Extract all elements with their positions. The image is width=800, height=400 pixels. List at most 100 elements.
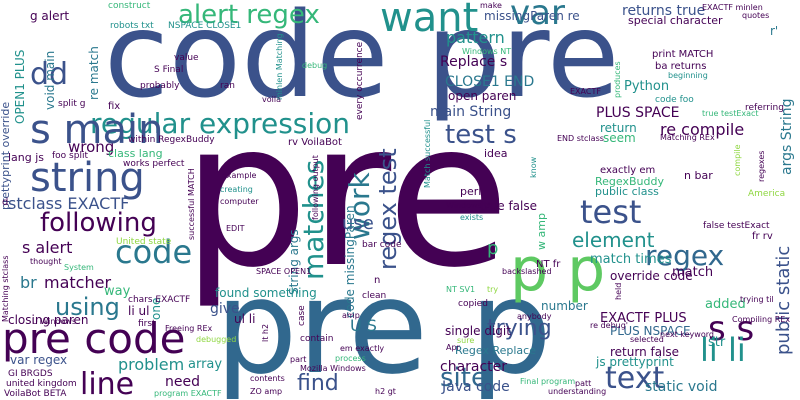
- word-voila: voila: [262, 95, 281, 104]
- word-pre-main: pre: [182, 79, 510, 312]
- word-regular-expression: regular expression: [90, 107, 351, 140]
- word-site: site: [440, 363, 487, 393]
- word-main-string: main String: [430, 104, 512, 120]
- word-contain: contain: [300, 334, 334, 344]
- word-found-something: found something: [215, 286, 317, 300]
- word-amp: amp: [342, 311, 360, 320]
- word-code-pre: code pre: [104, 0, 620, 124]
- word-public-class: public class: [595, 185, 659, 198]
- word-matching-stclass: Matching stclass: [1, 255, 10, 323]
- word-exactly-em: exactly em: [600, 165, 656, 176]
- word-produces: produces: [613, 61, 622, 98]
- word-compiling-rex: Compiling REx: [732, 315, 791, 324]
- word-open-paren: open paren: [448, 89, 517, 103]
- word-wrong: wrong: [68, 138, 115, 156]
- word-space-open1: SPACE OPEN1: [256, 267, 312, 276]
- word-bar-code: bar code: [362, 240, 402, 250]
- word-var: var: [510, 0, 565, 33]
- word-match-successful: Match successful: [423, 119, 432, 188]
- word-seem: seem: [603, 131, 636, 145]
- word-code-foo: code foo: [655, 95, 694, 105]
- word-know: know: [529, 156, 538, 178]
- word-test-s: test s: [445, 120, 517, 150]
- word-debug: debug: [302, 61, 328, 70]
- word-re-debug: re debug': [590, 321, 629, 330]
- word-s-final: S Final: [154, 65, 184, 75]
- word-var-regex: var regex: [10, 353, 68, 367]
- word-works-perfect: works perfect: [123, 159, 185, 169]
- word-contents: contents: [250, 374, 285, 383]
- word-re-compile: re compile: [660, 120, 745, 139]
- word-process: process: [335, 354, 366, 363]
- word-true-false: true false: [480, 199, 537, 213]
- word-plus-space: PLUS SPACE: [596, 105, 680, 121]
- word-give: give: [210, 301, 240, 317]
- word-selected: selected: [630, 335, 664, 344]
- word-void-main: void main: [43, 50, 57, 110]
- word-clean: clean: [362, 291, 387, 301]
- word-minlen-matching: minlen Matching: [275, 33, 284, 100]
- word-closing-paren: closing paren: [8, 313, 89, 327]
- word-united-kingdom: united kingdom: [6, 379, 77, 389]
- word-voilabot-beta: VoilaBot BETA: [4, 389, 67, 399]
- word-following: following: [40, 208, 157, 238]
- word-exists: exists: [460, 213, 484, 222]
- word-class-lang: class lang: [108, 147, 163, 160]
- word-p-p: p p: [510, 235, 606, 305]
- word-regex-test: regex test: [374, 148, 402, 270]
- word-exactf-minlen: EXACTF minlen: [702, 3, 763, 12]
- word-nt-fr: NT fr: [536, 259, 561, 270]
- word-construct: construct: [108, 1, 151, 11]
- word-return-false: return false: [610, 345, 680, 359]
- word-regexbuddy: RegexBuddy: [595, 175, 664, 188]
- word-successful-match: successful MATCH: [187, 168, 196, 240]
- word-using: using: [55, 293, 120, 321]
- word-single-digit: single digit: [445, 324, 511, 338]
- word-dd: dd: [30, 57, 69, 92]
- word-split-g: split g: [58, 99, 86, 109]
- word-u-s: U S: [350, 316, 377, 335]
- word-str: str: [708, 335, 726, 350]
- word-override-code: override code: [610, 269, 693, 283]
- word-part: part: [290, 355, 307, 364]
- word-close1-end: CLOSE1 END: [445, 74, 535, 90]
- word-lang-js: lang js: [8, 151, 45, 164]
- word-r-mark: r': [770, 24, 779, 38]
- word-computer: computer: [220, 197, 259, 206]
- word-edit: EDIT: [226, 224, 245, 233]
- word-open1-plus: OPEN1 PLUS: [13, 49, 27, 124]
- word-rv-voilabot: rv VoilaBot: [288, 137, 342, 148]
- word-matcher: matcher: [44, 273, 112, 292]
- word-trying: trying: [487, 316, 552, 341]
- word-want: want: [380, 0, 479, 41]
- word-li-li: li li: [700, 331, 746, 369]
- word-ran: ran: [220, 81, 235, 91]
- word-alert-regex: alert regex: [178, 0, 320, 30]
- word-first: first: [138, 319, 156, 329]
- word-windows-nt: Windows NT: [462, 47, 512, 56]
- word-g-alert: g alert: [30, 9, 70, 23]
- word-returns-true: returns true: [622, 3, 706, 19]
- word-probably: probably: [140, 81, 180, 91]
- word-understanding: understanding: [548, 387, 607, 396]
- word-gi-brgds: GI BRGDS: [8, 369, 53, 379]
- word-fr-rv: fr rv: [752, 231, 773, 242]
- word-program-exactf: program EXACTF: [154, 389, 222, 398]
- word-referring: referring: [745, 103, 784, 113]
- word-stclass-exactf: stclass EXACTF: [8, 194, 130, 213]
- word-final-program: Final program: [520, 377, 576, 386]
- word-added: added: [705, 297, 746, 312]
- word-perl: perl: [460, 185, 482, 198]
- word-p-small: p: [487, 238, 499, 259]
- word-creating: creating: [220, 185, 253, 194]
- word-foo-split: foo split: [52, 151, 88, 161]
- word-match-times: match times: [590, 252, 672, 267]
- word-america: America: [748, 189, 786, 199]
- word-replace-s: Replace s: [440, 54, 508, 70]
- word-exactf-small: EXACTF: [570, 87, 601, 96]
- word-system: System: [64, 263, 94, 272]
- word-pre-code: pre code: [2, 314, 186, 363]
- word-united-state: United state: [116, 237, 172, 247]
- word-quotes: quotes: [742, 11, 770, 20]
